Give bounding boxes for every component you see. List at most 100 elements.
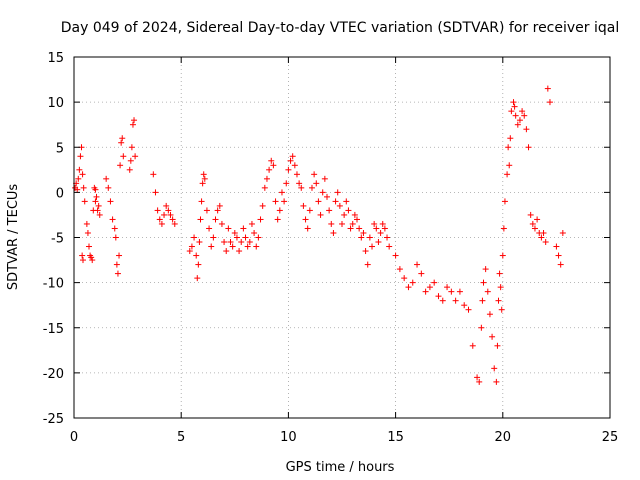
chart-title: Day 049 of 2024, Sidereal Day-to-day VTE… — [61, 20, 619, 36]
data-point — [323, 193, 330, 200]
data-point — [507, 135, 514, 142]
data-point — [111, 225, 118, 232]
data-point — [521, 112, 528, 119]
data-point — [221, 239, 228, 246]
data-point — [79, 252, 86, 259]
data-point — [559, 229, 566, 236]
data-point — [281, 198, 288, 205]
data-point — [409, 279, 416, 286]
data-point — [469, 342, 476, 349]
data-point — [236, 248, 243, 255]
data-point — [156, 216, 163, 223]
data-point — [210, 234, 217, 241]
tick-labels: 0 5 10 15 20 25 -25 -20 -15 -10 -5 0 5 10 15 — [43, 51, 619, 445]
data-point — [227, 239, 234, 246]
data-point — [246, 239, 253, 246]
data-point — [81, 198, 88, 205]
data-point — [345, 207, 352, 214]
data-point — [84, 229, 91, 236]
data-point — [212, 216, 219, 223]
data-point — [435, 293, 442, 300]
data-point — [328, 220, 335, 227]
data-point — [360, 229, 367, 236]
data-point — [506, 162, 513, 169]
data-point — [171, 220, 178, 227]
data-point — [169, 216, 176, 223]
data-point — [132, 153, 139, 160]
data-point — [456, 288, 463, 295]
data-point — [484, 288, 491, 295]
x-axis-label: GPS time / hours — [286, 460, 395, 475]
data-point — [302, 216, 309, 223]
data-point — [426, 284, 433, 291]
data-point — [422, 288, 429, 295]
data-point — [117, 162, 124, 169]
y-tick-label: -10 — [43, 277, 64, 292]
data-point — [92, 186, 99, 193]
data-point — [92, 198, 99, 205]
x-tick-label: 20 — [495, 430, 512, 445]
grid-layer — [74, 57, 610, 418]
data-point — [186, 248, 193, 255]
data-point — [339, 220, 345, 227]
data-point — [163, 202, 170, 209]
y-tick-label: -15 — [43, 322, 64, 337]
data-point — [306, 207, 313, 214]
data-point — [496, 270, 503, 277]
data-point — [93, 193, 100, 200]
data-point — [114, 270, 121, 277]
data-point — [461, 302, 468, 309]
data-point — [238, 239, 245, 246]
data-marks — [72, 85, 566, 385]
data-point — [542, 239, 549, 246]
data-point — [112, 234, 119, 241]
data-point — [120, 153, 127, 160]
data-point — [152, 189, 159, 196]
x-tick-label: 5 — [177, 430, 185, 445]
data-point — [386, 243, 393, 250]
data-point — [557, 261, 564, 268]
data-point — [531, 225, 538, 232]
data-point — [336, 202, 343, 209]
data-point — [89, 257, 96, 264]
data-point — [439, 297, 446, 304]
data-point — [259, 202, 266, 209]
data-point — [534, 216, 541, 223]
x-tick-label: 25 — [602, 430, 619, 445]
data-point — [203, 207, 210, 214]
data-point — [304, 225, 311, 232]
data-point — [354, 216, 361, 223]
data-point — [480, 279, 487, 286]
data-point — [527, 211, 534, 218]
data-point — [375, 239, 382, 246]
data-point — [369, 243, 376, 250]
y-tick-label: -5 — [51, 232, 64, 247]
data-point — [341, 211, 348, 218]
data-point — [131, 117, 138, 124]
data-point — [392, 252, 399, 259]
data-point — [546, 99, 553, 106]
data-point — [319, 189, 326, 196]
data-point — [216, 202, 223, 209]
data-point — [371, 220, 378, 227]
data-point — [274, 216, 281, 223]
data-point — [379, 220, 386, 227]
data-point — [257, 216, 264, 223]
data-point — [231, 229, 238, 236]
data-point — [525, 144, 532, 151]
data-point — [233, 234, 240, 241]
data-point — [377, 229, 384, 236]
data-point — [500, 225, 507, 232]
data-point — [538, 234, 545, 241]
y-axis-label: SDTVAR / TECUs — [6, 184, 21, 291]
data-point — [200, 171, 207, 178]
data-point — [150, 171, 157, 178]
data-point — [465, 306, 472, 313]
data-point — [76, 166, 83, 173]
x-tick-label: 15 — [387, 430, 404, 445]
data-point — [553, 243, 560, 250]
data-point — [347, 225, 354, 232]
data-point — [315, 198, 322, 205]
data-point — [103, 175, 110, 182]
data-point — [343, 198, 350, 205]
